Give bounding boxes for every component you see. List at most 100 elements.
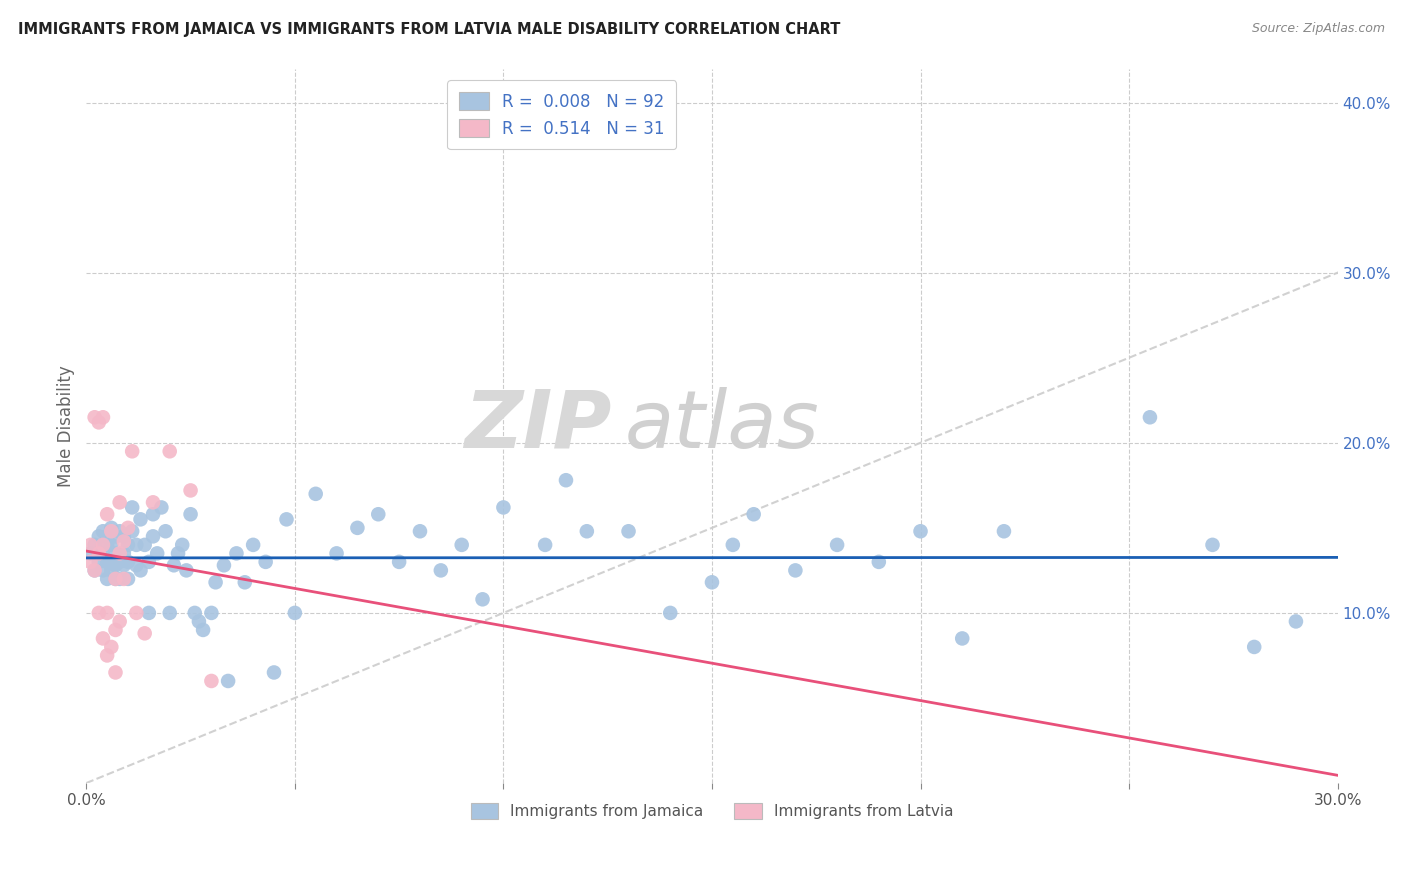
Point xyxy=(284,606,307,620)
Point xyxy=(225,546,247,560)
Point xyxy=(191,623,214,637)
Point xyxy=(254,555,277,569)
Point xyxy=(112,534,135,549)
Point xyxy=(305,487,328,501)
Point xyxy=(700,575,723,590)
Point xyxy=(180,483,202,498)
Point xyxy=(91,546,114,560)
Point xyxy=(112,529,135,543)
Point xyxy=(1139,410,1161,425)
Point xyxy=(142,495,165,509)
Point xyxy=(534,538,557,552)
Point xyxy=(87,546,110,560)
Point xyxy=(617,524,640,539)
Point xyxy=(242,538,264,552)
Point xyxy=(108,495,131,509)
Point xyxy=(200,673,222,688)
Point xyxy=(91,563,114,577)
Point xyxy=(104,665,127,680)
Point xyxy=(100,640,122,654)
Point xyxy=(142,508,165,522)
Point xyxy=(1243,640,1265,654)
Point xyxy=(172,538,194,552)
Point xyxy=(96,572,118,586)
Point xyxy=(204,575,226,590)
Point xyxy=(87,529,110,543)
Point xyxy=(159,444,181,458)
Point xyxy=(91,524,114,539)
Point xyxy=(91,538,114,552)
Point xyxy=(91,410,114,425)
Point xyxy=(112,558,135,573)
Point xyxy=(167,546,190,560)
Point xyxy=(108,572,131,586)
Point xyxy=(104,572,127,586)
Point xyxy=(83,563,105,577)
Point xyxy=(950,632,973,646)
Point xyxy=(83,563,105,577)
Point xyxy=(96,555,118,569)
Point xyxy=(134,626,156,640)
Point xyxy=(117,521,139,535)
Point xyxy=(200,606,222,620)
Point xyxy=(217,673,239,688)
Point xyxy=(104,546,127,560)
Point xyxy=(104,623,127,637)
Point xyxy=(117,538,139,552)
Y-axis label: Male Disability: Male Disability xyxy=(58,365,75,487)
Point xyxy=(100,521,122,535)
Point xyxy=(108,546,131,560)
Point xyxy=(1201,538,1223,552)
Point xyxy=(125,538,148,552)
Point xyxy=(910,524,932,539)
Text: atlas: atlas xyxy=(624,387,820,465)
Point xyxy=(87,546,110,560)
Point xyxy=(96,529,118,543)
Point xyxy=(1285,615,1308,629)
Point xyxy=(96,508,118,522)
Point xyxy=(79,555,101,569)
Point xyxy=(83,410,105,425)
Legend: Immigrants from Jamaica, Immigrants from Latvia: Immigrants from Jamaica, Immigrants from… xyxy=(464,797,959,825)
Text: IMMIGRANTS FROM JAMAICA VS IMMIGRANTS FROM LATVIA MALE DISABILITY CORRELATION CH: IMMIGRANTS FROM JAMAICA VS IMMIGRANTS FR… xyxy=(18,22,841,37)
Point xyxy=(346,521,368,535)
Text: Source: ZipAtlas.com: Source: ZipAtlas.com xyxy=(1251,22,1385,36)
Point xyxy=(180,508,202,522)
Point xyxy=(187,615,209,629)
Point xyxy=(176,563,198,577)
Point xyxy=(150,500,173,515)
Point xyxy=(409,524,432,539)
Point xyxy=(233,575,256,590)
Point xyxy=(117,555,139,569)
Point xyxy=(212,558,235,573)
Point xyxy=(575,524,598,539)
Point xyxy=(155,524,177,539)
Point xyxy=(125,606,148,620)
Point xyxy=(138,555,160,569)
Point xyxy=(79,538,101,552)
Point xyxy=(993,524,1015,539)
Point xyxy=(104,572,127,586)
Point xyxy=(96,648,118,663)
Point xyxy=(388,555,411,569)
Point xyxy=(659,606,682,620)
Point xyxy=(87,606,110,620)
Point xyxy=(87,555,110,569)
Point xyxy=(868,555,890,569)
Point xyxy=(325,546,347,560)
Point xyxy=(430,563,453,577)
Point xyxy=(555,473,578,487)
Point xyxy=(100,538,122,552)
Point xyxy=(108,555,131,569)
Point xyxy=(129,512,152,526)
Point xyxy=(104,529,127,543)
Point xyxy=(79,546,101,560)
Point xyxy=(112,546,135,560)
Point xyxy=(104,558,127,573)
Point xyxy=(159,606,181,620)
Point xyxy=(142,529,165,543)
Point xyxy=(112,572,135,586)
Point xyxy=(121,500,143,515)
Point xyxy=(91,632,114,646)
Point xyxy=(450,538,472,552)
